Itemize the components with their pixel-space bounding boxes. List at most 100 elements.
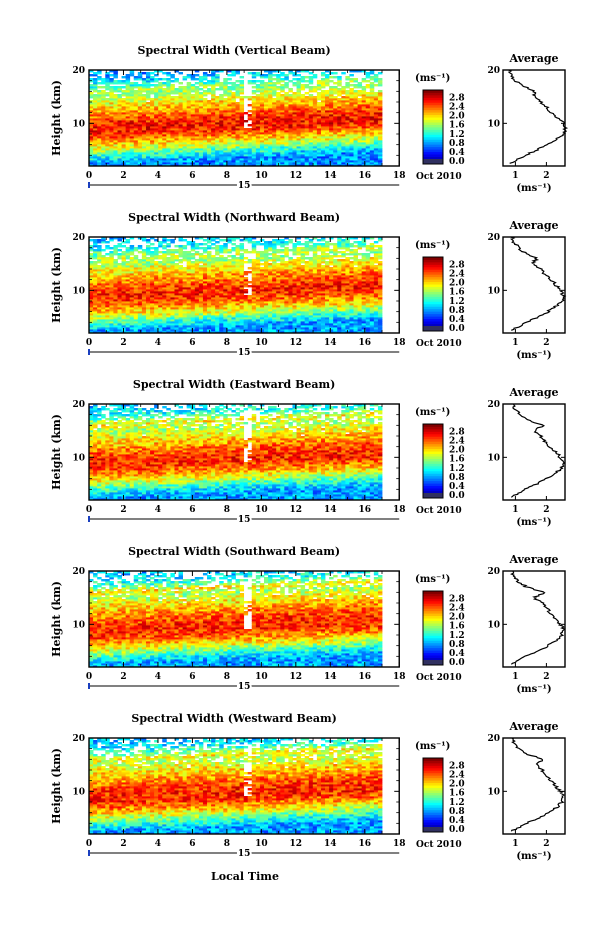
heatmap-cell — [166, 102, 171, 105]
heatmap-cell — [219, 303, 224, 306]
heatmap-cell — [158, 126, 163, 129]
heatmap-cell — [207, 146, 212, 149]
heatmap-cell — [251, 162, 257, 165]
heatmap-cell — [121, 289, 127, 292]
heatmap-cell — [223, 150, 228, 153]
heatmap-cell — [202, 305, 208, 308]
heatmap-cell — [325, 160, 330, 163]
heatmap-cell — [316, 295, 322, 298]
heatmap-cell — [190, 317, 196, 320]
heatmap-cell — [113, 148, 118, 151]
heatmap-cell — [207, 285, 212, 288]
heatmap-cell — [300, 301, 306, 304]
heatmap-cell — [329, 120, 334, 123]
heatmap-cell — [369, 78, 375, 81]
profile-title: Average — [508, 52, 558, 65]
heatmap-cell — [207, 74, 212, 77]
heatmap-cell — [207, 138, 212, 141]
heatmap-cell — [182, 130, 188, 133]
heatmap-cell — [162, 321, 167, 324]
heatmap-cell — [247, 114, 253, 117]
heatmap-cell — [239, 102, 245, 105]
heatmap-cell — [288, 106, 293, 109]
heatmap-cell — [361, 92, 367, 95]
heatmap-cell — [259, 106, 265, 109]
heatmap-cell — [255, 319, 261, 322]
heatmap-cell — [113, 301, 118, 304]
heatmap-cell — [259, 331, 265, 334]
heatmap-cell — [211, 289, 216, 292]
heatmap-cell — [268, 315, 273, 318]
heatmap-cell — [231, 126, 236, 129]
heatmap-cell — [141, 331, 147, 334]
heatmap-cell — [272, 283, 277, 286]
heatmap-cell — [166, 126, 171, 129]
heatmap-cell — [223, 88, 228, 91]
heatmap-cell — [190, 108, 196, 111]
heatmap-cell — [259, 297, 265, 300]
heatmap-cell — [170, 315, 175, 318]
heatmap-cell — [133, 140, 139, 143]
heatmap-cell — [223, 102, 228, 105]
heatmap-cell — [231, 313, 236, 316]
heatmap-cell — [268, 295, 273, 298]
heatmap-cell — [308, 307, 314, 310]
heatmap-cell — [198, 122, 204, 125]
heatmap-cell — [272, 150, 277, 153]
heatmap-cell — [166, 118, 171, 121]
heatmap-cell — [377, 287, 383, 290]
heatmap-cell — [239, 146, 245, 149]
heatmap-cell — [337, 160, 342, 163]
heatmap-cell — [182, 309, 188, 312]
heatmap-cell — [272, 70, 277, 73]
heatmap-cell — [89, 319, 94, 322]
heatmap-cell — [174, 132, 179, 135]
heatmap-cell — [186, 331, 192, 334]
heatmap-cell — [255, 287, 261, 290]
heatmap-cell — [198, 164, 204, 167]
heatmap-cell — [341, 90, 346, 93]
heatmap-cell — [133, 116, 139, 119]
heatmap-cell — [109, 78, 114, 81]
heatmap-cell — [215, 78, 220, 81]
heatmap-cell — [288, 291, 293, 294]
heatmap-cell — [227, 297, 232, 300]
heatmap-cell — [162, 299, 167, 302]
heatmap-cell — [361, 138, 367, 141]
heatmap-cell — [276, 305, 281, 308]
heatmap-cell — [219, 285, 224, 288]
heatmap-cell — [255, 126, 261, 129]
heatmap-cell — [268, 148, 273, 151]
heatmap-cell — [158, 102, 163, 105]
heatmap-cell — [292, 327, 297, 330]
heatmap-cell — [280, 138, 285, 141]
heatmap-cell — [207, 307, 212, 310]
heatmap-cell — [292, 293, 297, 296]
heatmap-cell — [141, 164, 147, 167]
heatmap-cell — [202, 140, 208, 143]
heatmap-cell — [300, 162, 306, 165]
heatmap-cell — [353, 293, 358, 296]
heatmap-cell — [97, 82, 102, 85]
heatmap-cell — [178, 90, 183, 93]
heatmap-cell — [150, 311, 155, 314]
heatmap-cell — [137, 313, 143, 316]
heatmap-cell — [141, 140, 147, 143]
heatmap-cell — [113, 315, 118, 318]
heatmap-cell — [170, 138, 175, 141]
heatmap-cell — [129, 116, 135, 119]
heatmap-cell — [101, 82, 106, 85]
heatmap-cell — [369, 94, 375, 97]
heatmap-cell — [300, 114, 306, 117]
heatmap-cell — [97, 331, 102, 334]
heatmap-cell — [308, 158, 314, 161]
heatmap-cell — [361, 96, 367, 99]
heatmap-cell — [243, 303, 249, 306]
heatmap-cell — [215, 88, 220, 91]
heatmap-cell — [259, 311, 265, 314]
heatmap-cell — [373, 118, 379, 121]
heatmap-cell — [137, 156, 143, 159]
heatmap-cell — [170, 104, 175, 107]
heatmap-cell — [300, 140, 306, 143]
heatmap-cell — [211, 110, 216, 113]
